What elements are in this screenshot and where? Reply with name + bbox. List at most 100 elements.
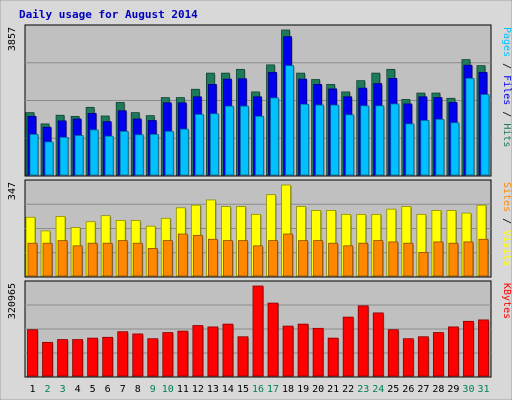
pages-bar-day-15: Pages day 15: 1830 [240,105,249,176]
day-label-26: 26 [402,384,414,395]
kbytes-bar-day-29: KBytes day 29: 175000 [448,326,459,377]
panel-hits-files-pages-legend-part-2: Files [501,75,512,105]
kbytes-bar-day-16: KBytes day 16: 320965 [252,285,264,377]
day-label-29: 29 [447,384,459,395]
day-label-10: 10 [162,384,174,395]
kbytes-bar-day-14: KBytes day 14: 185000 [222,323,234,377]
pages-bar-day-13: Pages day 13: 1630 [209,113,219,176]
sites-bar-day-6: Sites day 6: 125 [102,242,113,277]
day-label-25: 25 [387,384,399,395]
pages-bar-day-5: Pages day 5: 1200 [89,129,99,176]
sites-bar-day-16: Sites day 16: 115 [253,245,263,277]
sites-bar-day-10: Sites day 10: 135 [162,240,173,277]
sites-bar-day-22: Sites day 22: 115 [343,245,354,277]
sites-bar-day-28: Sites day 28: 130 [433,241,444,277]
kbytes-bar-day-19: KBytes day 19: 185000 [297,323,309,377]
day-label-30: 30 [462,384,474,395]
kbytes-bar-day-5: KBytes day 5: 135000 [87,337,99,377]
kbytes-bar-day-17: KBytes day 17: 260000 [267,302,279,377]
pages-bar-day-6: Pages day 6: 1030 [104,135,114,176]
pages-bar-day-17: Pages day 17: 2050 [270,97,279,176]
pages-bar-day-19: Pages day 19: 1880 [300,103,309,176]
day-label-8: 8 [135,384,141,395]
day-label-20: 20 [312,384,324,395]
panel-visits-sites-bars: Visits day 1: 224Sites day 1: 125Visits … [25,184,489,277]
pages-bar-day-3: Pages day 3: 1000 [59,137,69,176]
panel-visits-sites-legend-part-0: Sites [501,182,512,212]
day-label-1: 1 [30,384,36,395]
sites-bar-day-30: Sites day 30: 130 [463,241,474,277]
sites-bar-day-23: Sites day 23: 125 [358,242,369,277]
kbytes-bar-day-21: KBytes day 21: 135000 [327,337,339,377]
pages-bar-day-14: Pages day 14: 1830 [225,105,234,176]
pages-bar-day-27: Pages day 27: 1450 [420,120,430,176]
panel-hits-files-pages-legend-part-3: / [501,105,512,123]
day-label-24: 24 [372,384,384,395]
sites-bar-day-26: Sites day 26: 125 [403,242,414,277]
sites-bar-day-7: Sites day 7: 135 [117,240,128,277]
kbytes-bar-day-23: KBytes day 23: 250000 [357,305,369,377]
sites-bar-day-14: Sites day 14: 135 [223,240,233,277]
kbytes-bar-day-2: KBytes day 2: 120000 [42,341,53,377]
pages-bar-day-26: Pages day 26: 1360 [405,123,415,176]
day-label-3: 3 [60,384,66,395]
panel-kbytes-legend: KBytes [501,283,512,319]
pages-bar-day-30: Pages day 30: 2570 [465,77,475,176]
pages-bar-day-24: Pages day 24: 1840 [375,105,385,176]
kbytes-bar-day-26: KBytes day 26: 133000 [402,338,414,377]
pages-bar-day-18: Pages day 18: 2910 [285,65,294,176]
panel-hits-files-pages-legend-part-4: Hits [501,123,512,147]
kbytes-bar-day-7: KBytes day 7: 158000 [117,331,129,377]
pages-bar-day-23: Pages day 23: 1840 [360,105,370,176]
day-label-6: 6 [105,384,111,395]
panel-visits-sites-max-label: 347 [7,182,18,200]
pages-bar-day-21: Pages day 21: 1860 [330,104,340,176]
sites-bar-day-9: Sites day 9: 105 [147,248,158,277]
pages-bar-day-12: Pages day 12: 1610 [194,114,204,176]
panel-hits-files-pages-legend-part-0: Pages [501,27,512,57]
panel-visits-sites: Visits day 1: 224Sites day 1: 125Visits … [7,179,512,278]
day-label-12: 12 [192,384,204,395]
panel-kbytes-legend-part-0: KBytes [501,283,512,319]
day-label-16: 16 [252,384,264,395]
kbytes-bar-day-25: KBytes day 25: 165000 [387,329,399,377]
panel-hits-files-pages-bars: Hits day 1: 1660Files day 1: 1560Pages d… [25,29,490,176]
sites-bar-day-8: Sites day 8: 125 [132,242,143,277]
sites-bar-day-1: Sites day 1: 125 [27,242,38,277]
pages-bar-day-29: Pages day 29: 1390 [450,122,460,176]
kbytes-bar-day-28: KBytes day 28: 155000 [432,332,444,377]
pages-bar-day-28: Pages day 28: 1480 [435,118,445,176]
pages-bar-day-25: Pages day 25: 1890 [390,103,400,176]
day-axis-labels: 1 2 3 4 5 6 7 8 9 10 11 12 13 14 15 16 17 18 19 20 21 22 23 24 2… [30,384,490,395]
sites-bar-day-19: Sites day 19: 135 [298,240,308,277]
day-label-4: 4 [75,384,81,395]
kbytes-bar-day-8: KBytes day 8: 150000 [132,333,144,377]
sites-bar-day-11: Sites day 11: 160 [177,233,188,277]
pages-bar-day-10: Pages day 10: 1160 [164,130,174,176]
sites-bar-day-27: Sites day 27: 90 [418,251,429,277]
pages-bar-day-31: Pages day 31: 2140 [480,94,490,176]
kbytes-bar-day-24: KBytes day 24: 225000 [372,312,384,377]
chart-panels: Hits day 1: 1660Files day 1: 1560Pages d… [7,24,512,378]
day-label-9: 9 [150,384,156,395]
pages-bar-day-1: Pages day 1: 1080 [29,133,39,176]
panel-kbytes: KBytes day 1: 165000 KBytes day 2: 120000… [7,280,512,378]
day-label-11: 11 [177,384,189,395]
kbytes-bar-day-11: KBytes day 11: 160000 [177,330,189,377]
panel-hits-files-pages-max-label: 3857 [7,27,18,51]
kbytes-bar-day-15: KBytes day 15: 140000 [237,336,249,377]
kbytes-bar-day-10: KBytes day 10: 155000 [162,332,174,377]
kbytes-bar-day-1: KBytes day 1: 165000 [27,329,38,377]
kbytes-bar-day-27: KBytes day 27: 140000 [417,336,429,377]
sites-bar-day-25: Sites day 25: 130 [388,241,399,277]
kbytes-bar-day-13: KBytes day 13: 175000 [207,326,219,377]
sites-bar-day-4: Sites day 4: 115 [72,245,83,277]
sites-bar-day-24: Sites day 24: 135 [373,240,384,277]
sites-bar-day-20: Sites day 20: 135 [313,240,324,277]
kbytes-bar-day-18: KBytes day 18: 178000 [282,325,294,377]
day-label-15: 15 [237,384,249,395]
day-label-13: 13 [207,384,219,395]
pages-bar-day-16: Pages day 16: 1560 [255,115,264,176]
panel-visits-sites-legend-part-1: / [501,212,512,230]
